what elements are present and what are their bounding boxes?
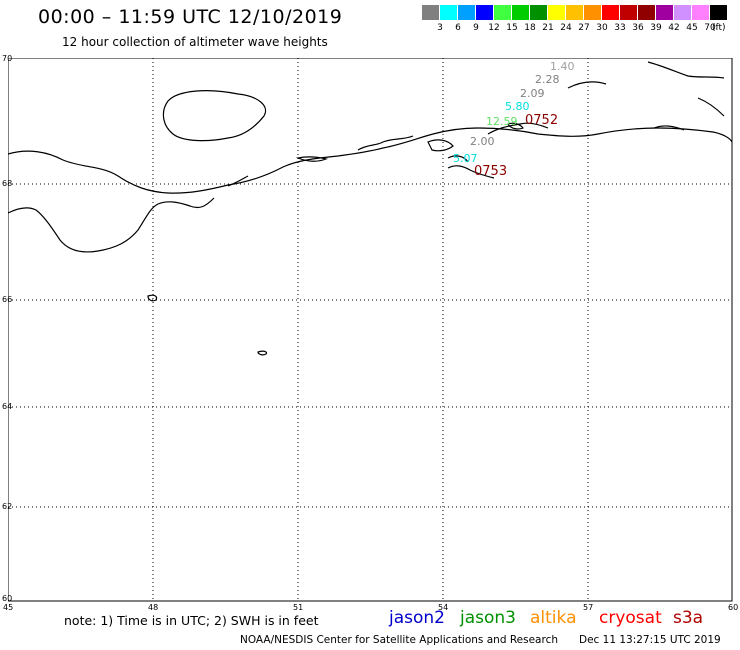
scale-swatch (638, 5, 655, 20)
scale-swatch (602, 5, 619, 20)
wave-height-reading: 1.40 (550, 60, 575, 73)
satellite-label-altika: altika (530, 608, 577, 628)
scale-label: 70 (704, 23, 716, 33)
map-gridlines (8, 58, 732, 601)
satellite-label-cryosat: cryosat (599, 608, 662, 628)
scale-label: 24 (560, 23, 572, 33)
pass-time-label: 0752 (525, 113, 559, 128)
y-axis-label: 60 (2, 594, 13, 603)
scale-swatch (458, 5, 475, 20)
scale-swatch (422, 5, 439, 20)
scale-label: 30 (596, 23, 608, 33)
satellite-label-jason3: jason3 (460, 608, 516, 628)
scale-label: 33 (614, 23, 626, 33)
wave-height-reading: 2.28 (535, 73, 560, 86)
wave-height-reading: 2.09 (520, 87, 545, 100)
mainland-coast (8, 127, 733, 194)
y-axis-label: 68 (2, 179, 13, 188)
small-island-coast (147, 294, 158, 302)
scale-label: (ft) (712, 23, 726, 33)
scale-label: 6 (455, 23, 461, 33)
scale-label: 9 (473, 23, 479, 33)
x-axis-label: 57 (583, 603, 594, 612)
x-axis-label: 45 (3, 603, 14, 612)
x-axis-label: 54 (438, 603, 449, 612)
scale-label: 3 (437, 23, 443, 33)
x-axis-label: 60 (728, 603, 739, 612)
scale-swatch (566, 5, 583, 20)
credit-line: NOAA/NESDIS Center for Satellite Applica… (240, 634, 558, 646)
inlet-coast (427, 139, 454, 152)
scale-label: 39 (650, 23, 662, 33)
scale-swatch (656, 5, 673, 20)
generated-timestamp: Dec 11 13:27:15 UTC 2019 (579, 634, 721, 646)
scale-swatch (584, 5, 601, 20)
scale-label: 15 (506, 23, 518, 33)
scale-label: 42 (668, 23, 680, 33)
small-island-coast (257, 350, 268, 356)
scale-swatch (530, 5, 547, 20)
peninsula-coast (8, 197, 215, 253)
y-axis-label: 64 (2, 402, 13, 411)
satellite-label-s3a: s3a (673, 608, 704, 628)
coastline (8, 61, 733, 356)
island-coast (162, 90, 267, 142)
map-frame (8, 58, 733, 602)
scale-swatch (494, 5, 511, 20)
wave-height-reading: 2.00 (470, 135, 495, 148)
scale-label: 18 (524, 23, 536, 33)
scale-swatch (548, 5, 565, 20)
scale-swatch (710, 5, 727, 20)
page-subtitle: 12 hour collection of altimeter wave hei… (62, 35, 328, 49)
page-title: 00:00 – 11:59 UTC 12/10/2019 (38, 6, 343, 28)
altimeter-map (8, 58, 733, 602)
pass-time-label: 0753 (474, 164, 508, 179)
scale-swatch (440, 5, 457, 20)
scale-swatch (674, 5, 691, 20)
scale-swatch (512, 5, 529, 20)
wave-height-reading: 5.07 (453, 152, 478, 165)
x-axis-label: 51 (293, 603, 304, 612)
scale-label: 36 (632, 23, 644, 33)
scale-swatch (476, 5, 493, 20)
wave-height-reading: 12.59 (486, 115, 518, 128)
scale-label: 27 (578, 23, 590, 33)
x-axis-label: 48 (148, 603, 159, 612)
scale-label: 12 (488, 23, 500, 33)
footer-note: note: 1) Time is in UTC; 2) SWH is in fe… (64, 613, 319, 628)
y-axis-label: 70 (2, 54, 13, 63)
scale-label: 45 (686, 23, 698, 33)
wave-height-color-scale: 3 6 9 12 15 18 21 24 27 30 33 36 39 42 45 70 (ft) (422, 5, 732, 37)
scale-swatch (692, 5, 709, 20)
scale-label: 21 (542, 23, 554, 33)
wave-height-reading: 5.80 (505, 100, 530, 113)
satellite-label-jason2: jason2 (389, 608, 445, 628)
scale-swatch (620, 5, 637, 20)
y-axis-label: 66 (2, 295, 13, 304)
y-axis-label: 62 (2, 502, 13, 511)
